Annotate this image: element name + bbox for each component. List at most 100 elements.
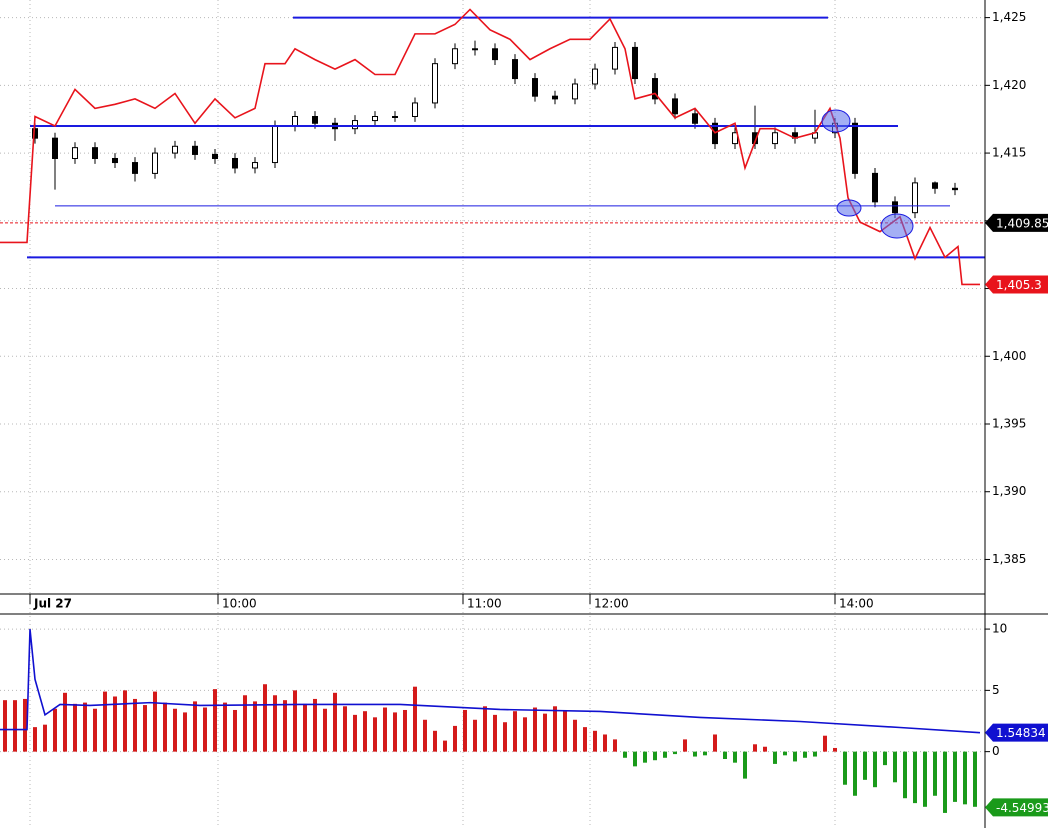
candle-body <box>212 153 218 159</box>
candle-body <box>112 157 118 164</box>
bar <box>3 700 7 752</box>
bar <box>243 695 247 752</box>
candle-body <box>372 115 378 122</box>
bar <box>843 751 847 785</box>
bar <box>463 709 467 752</box>
bar <box>933 751 937 796</box>
candle-body <box>492 48 498 61</box>
bar <box>33 727 37 752</box>
candle-body <box>292 115 298 127</box>
candle-body <box>192 145 198 155</box>
y-tick-label: 1,425 <box>992 10 1026 24</box>
bar <box>213 689 217 752</box>
x-tick-label: Jul 27 <box>33 597 72 611</box>
bar <box>513 711 517 752</box>
bar <box>393 712 397 752</box>
bar <box>693 751 697 757</box>
bar <box>753 744 757 752</box>
bar <box>973 751 977 807</box>
bar <box>453 725 457 752</box>
bar <box>153 691 157 752</box>
candle-body <box>692 113 698 124</box>
value-tag <box>985 213 1048 232</box>
candle-body <box>392 115 398 118</box>
candle-body <box>432 63 438 104</box>
bar <box>803 751 807 758</box>
ellipse-marker <box>821 109 851 133</box>
candle-body <box>952 187 958 191</box>
candle-body <box>852 122 858 174</box>
bar <box>903 751 907 799</box>
annotations <box>821 109 914 239</box>
candle-body <box>92 147 98 159</box>
bar <box>113 696 117 752</box>
bar <box>793 751 797 762</box>
candle-body <box>172 145 178 154</box>
bar <box>713 734 717 752</box>
bar <box>343 706 347 752</box>
bar <box>173 708 177 752</box>
y-tick-label: 1,400 <box>992 349 1026 363</box>
bar <box>623 751 627 758</box>
bar <box>923 751 927 807</box>
bar <box>313 698 317 752</box>
bar <box>913 751 917 804</box>
bar <box>63 692 67 752</box>
bar <box>523 717 527 752</box>
x-tick-label: 14:00 <box>839 597 874 611</box>
bar <box>353 714 357 752</box>
value-tag <box>985 275 1048 294</box>
candle-body <box>532 78 538 97</box>
candle-body <box>892 201 898 214</box>
bar <box>193 701 197 752</box>
y-tick-label: 1,390 <box>992 484 1026 498</box>
candle-body <box>132 162 138 174</box>
bar <box>23 698 27 752</box>
candle-body <box>652 78 658 100</box>
bar <box>743 751 747 779</box>
candle-body <box>452 48 458 65</box>
candle-body <box>472 48 478 51</box>
bar <box>493 714 497 752</box>
y-tick-label: 5 <box>992 683 1000 697</box>
candle-body <box>612 46 618 70</box>
bar <box>703 751 707 756</box>
bar <box>823 735 827 752</box>
bar <box>53 708 57 752</box>
bar <box>433 730 437 752</box>
candle-body <box>572 83 578 100</box>
bar <box>833 747 837 752</box>
overlay-line <box>0 628 981 734</box>
bar <box>563 711 567 752</box>
bar <box>593 730 597 752</box>
value-tag <box>985 798 1048 817</box>
bar <box>863 751 867 780</box>
candle-body <box>412 102 418 117</box>
bar <box>273 695 277 752</box>
bar <box>533 707 537 752</box>
bar <box>183 712 187 752</box>
bar <box>253 701 257 752</box>
candle-body <box>272 125 278 164</box>
bar <box>663 751 667 758</box>
bar <box>233 709 237 752</box>
bar <box>413 686 417 752</box>
value-tag <box>985 723 1048 742</box>
x-tick-label: 10:00 <box>222 597 257 611</box>
ellipse-marker <box>880 213 914 239</box>
bar <box>583 727 587 752</box>
bar <box>813 751 817 757</box>
candle-body <box>932 182 938 189</box>
bar <box>203 707 207 752</box>
bar <box>223 702 227 752</box>
y-tick-label: 1,395 <box>992 416 1026 430</box>
bar <box>853 751 857 796</box>
bar <box>333 692 337 752</box>
candle-body <box>352 120 358 130</box>
y-tick-label: 0 <box>992 744 1000 758</box>
bar <box>303 703 307 752</box>
bar <box>633 751 637 767</box>
candle-body <box>672 98 678 115</box>
candle-body <box>72 147 78 159</box>
